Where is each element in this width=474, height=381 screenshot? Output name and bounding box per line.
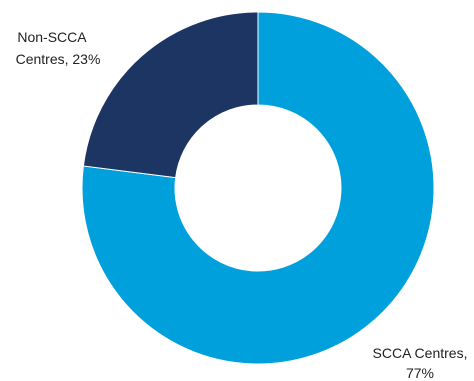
non-scca-label-line2: Centres, 23% (16, 51, 101, 67)
non-scca-label-line1: Non-SCCA (17, 29, 87, 45)
slice-scca-centres (81, 11, 435, 365)
donut-slices (81, 11, 435, 365)
slice-non-scca-centres (82, 11, 259, 179)
scca-label-line2: 77% (406, 365, 434, 381)
scca-label-line1: SCCA Centres, (373, 345, 468, 361)
